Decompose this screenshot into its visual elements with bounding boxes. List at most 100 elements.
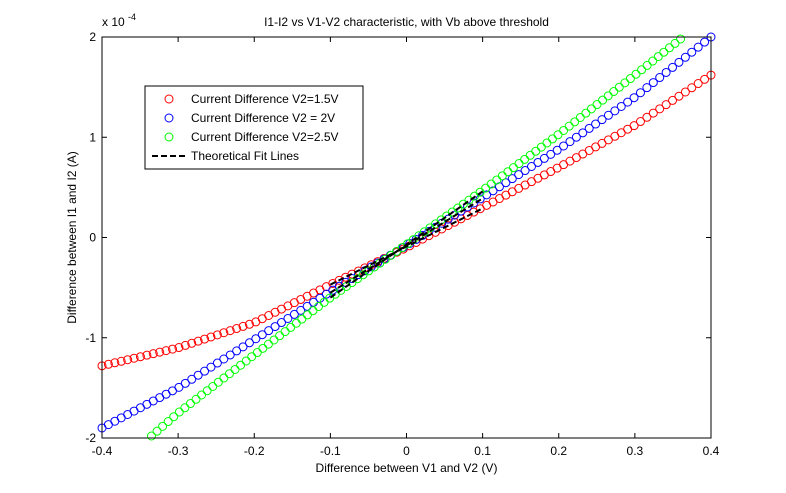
data-point (520, 154, 530, 164)
data-point (527, 162, 537, 172)
data-point (169, 412, 179, 422)
data-point (629, 93, 639, 103)
legend-swatch (164, 132, 174, 142)
data-point (603, 110, 613, 120)
x-tick-label: -0.4 (92, 444, 113, 458)
data-point (163, 417, 173, 427)
data-point (674, 91, 684, 101)
data-point (623, 97, 633, 107)
data-point (202, 386, 212, 396)
data-point (206, 332, 216, 342)
data-point (609, 87, 619, 97)
data-point (635, 117, 645, 127)
data-point (252, 348, 262, 358)
data-point (680, 52, 690, 62)
data-point (693, 42, 703, 52)
data-point (581, 108, 591, 118)
y-tick-label: -1 (85, 331, 96, 345)
data-point (225, 326, 235, 336)
x-tick-label: 0 (403, 444, 410, 458)
data-point (616, 101, 626, 111)
y-tick-label: 1 (89, 130, 96, 144)
data-point (116, 356, 126, 366)
data-point (536, 142, 546, 152)
data-point (648, 78, 658, 88)
y-tick-label: 2 (89, 30, 96, 44)
data-point (559, 141, 569, 151)
data-point (631, 69, 641, 79)
y-exponent-label: x 10 -4 (102, 12, 136, 29)
y-axis-label: Difference between I1 and I2 (A) (65, 151, 79, 324)
data-point (180, 340, 190, 350)
data-point (193, 370, 203, 380)
legend: Current Difference V2=1.5V Current Differ… (144, 85, 364, 170)
legend-swatch (164, 113, 174, 123)
data-point (148, 349, 158, 359)
data-point (655, 104, 665, 114)
data-point (539, 153, 549, 163)
data-point (687, 83, 697, 93)
data-point (552, 145, 562, 155)
data-point (571, 132, 581, 142)
data-point (661, 67, 671, 77)
data-point (280, 327, 290, 337)
data-point (213, 377, 223, 387)
data-point (659, 47, 669, 57)
data-point (146, 431, 156, 441)
data-point (501, 178, 511, 188)
data-point (508, 163, 518, 173)
data-point (219, 328, 229, 338)
data-point (212, 358, 222, 368)
data-point (244, 319, 254, 329)
data-point (664, 43, 674, 53)
data-point (693, 79, 703, 89)
data-point (584, 123, 594, 133)
data-point (637, 65, 647, 75)
data-point (700, 74, 710, 84)
data-point (180, 403, 190, 413)
data-point (191, 394, 201, 404)
data-point (680, 87, 690, 97)
data-point (187, 338, 197, 348)
data-point (230, 364, 240, 374)
data-point (206, 362, 216, 372)
data-point (286, 322, 296, 332)
data-point (224, 369, 234, 379)
legend-swatch (164, 94, 174, 104)
data-point (614, 82, 624, 92)
data-point (187, 374, 197, 384)
data-point (219, 373, 229, 383)
data-point (661, 100, 671, 110)
data-point (475, 194, 485, 204)
chart-title: I1-I2 vs V1-V2 characteristic, with Vb a… (264, 15, 549, 29)
legend-label: Current Difference V2=2.5V (191, 130, 339, 144)
y-exponent-base: x 10 (102, 15, 125, 29)
y-tick-label: 0 (89, 231, 96, 245)
y-exponent-power: -4 (128, 12, 136, 22)
data-point (247, 352, 257, 362)
data-point (308, 306, 318, 316)
data-point (546, 149, 556, 159)
data-point (200, 334, 210, 344)
x-tick-label: 0.2 (550, 444, 567, 458)
data-point (238, 321, 248, 331)
data-point (232, 346, 242, 356)
axis-ticks: -0.4 -0.3 -0.2 -0.1 0 0.1 0.2 0.3 0.4 -2 -1 0 1 2 (85, 30, 719, 458)
data-point (469, 198, 479, 208)
data-point (296, 305, 306, 315)
data-point (676, 34, 686, 44)
series-4 (329, 190, 484, 299)
data-point (542, 138, 552, 148)
data-point (620, 78, 630, 88)
data-point (586, 104, 596, 114)
data-point (161, 346, 171, 356)
data-point (642, 112, 652, 122)
data-point (219, 354, 229, 364)
x-tick-label: 0.3 (627, 444, 644, 458)
data-point (168, 344, 178, 354)
x-tick-label: 0.1 (474, 444, 491, 458)
x-tick-label: -0.2 (244, 444, 265, 458)
data-point (668, 62, 678, 72)
data-point (531, 146, 541, 156)
